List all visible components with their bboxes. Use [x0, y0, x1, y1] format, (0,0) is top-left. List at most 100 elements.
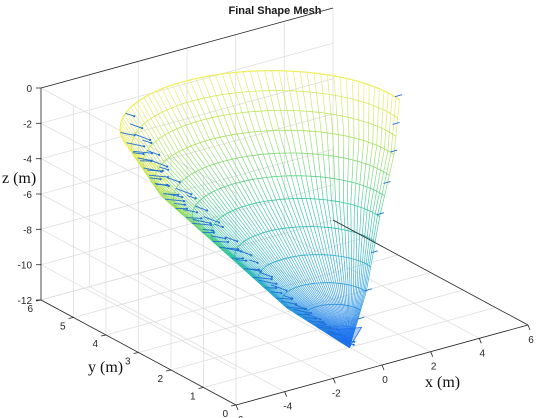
mesh-edge-meridian [301, 212, 307, 227]
normal-vector-head [221, 225, 224, 229]
normal-vector [192, 219, 211, 224]
mesh-edge-meridian [358, 184, 361, 196]
mesh-edge-meridian [264, 267, 276, 280]
mesh-edge-meridian [351, 296, 354, 307]
mesh-edge-meridian [269, 120, 274, 131]
normal-vector-head [224, 237, 227, 240]
mesh-edge-meridian [178, 151, 188, 163]
mesh-edge-meridian [320, 226, 325, 241]
mesh-edge-meridian [284, 274, 295, 289]
mesh-edge-meridian [251, 273, 263, 284]
mesh-edge-meridian [195, 121, 201, 132]
mesh-edge-meridian [192, 217, 203, 227]
mesh-edge-meridian [275, 90, 279, 101]
mesh-edge-meridian [282, 243, 292, 258]
mesh-edge-meridian [220, 217, 232, 231]
mesh-edge-ring [210, 198, 380, 257]
mesh-edge-meridian [375, 168, 378, 180]
mesh-edge-meridian [267, 265, 279, 279]
mesh-edge-meridian [353, 318, 357, 329]
mesh-edge-meridian [192, 189, 202, 200]
normal-vector-head [206, 209, 209, 212]
grid-line-floor-y [170, 289, 464, 371]
mesh-edge-meridian [196, 204, 206, 215]
mesh-edge-meridian [197, 202, 207, 213]
mesh-edge-meridian [297, 286, 307, 298]
mesh-edge-meridian [296, 91, 299, 102]
mesh-edge-meridian [259, 281, 271, 292]
mesh-edge-meridian [304, 255, 311, 270]
mesh-edge-meridian [149, 164, 157, 174]
mesh-edge-meridian [211, 207, 221, 218]
mesh-edge-meridian [282, 90, 286, 101]
mesh-edge-meridian [360, 248, 362, 262]
mesh-edge-meridian [288, 227, 296, 242]
mesh-edge-meridian [260, 233, 270, 248]
mesh-edge-meridian [336, 114, 338, 125]
mesh-edge-meridian [205, 86, 211, 97]
mesh-edge-meridian [368, 211, 371, 225]
grid-line-wall-back-z [40, 42, 334, 124]
mesh-edge-meridian [351, 306, 353, 317]
mesh-edge-meridian [288, 242, 297, 257]
mesh-edge-meridian [337, 304, 341, 316]
mesh-edge-meridian [223, 247, 233, 256]
mesh-edge-meridian [320, 132, 323, 144]
x-tick-mark [332, 378, 336, 384]
mesh-edge-meridian [287, 141, 292, 154]
mesh-edge-meridian [374, 203, 378, 214]
mesh-edge-meridian [340, 256, 344, 271]
mesh-edge-meridian [336, 214, 339, 229]
mesh-edge-meridian [285, 292, 297, 303]
mesh-edge-meridian [284, 100, 288, 111]
grid-layer [40, 7, 529, 406]
mesh-edge-meridian [182, 92, 188, 103]
mesh-edge-meridian [357, 299, 361, 309]
mesh-edge-meridian [231, 184, 239, 196]
mesh-edge-meridian [318, 112, 321, 123]
mesh-edge-meridian [261, 270, 274, 283]
mesh-edge-meridian [281, 228, 290, 243]
mesh-edge-meridian [367, 238, 370, 252]
mesh-edge-meridian [158, 113, 164, 124]
mesh-edge-meridian [252, 155, 258, 167]
mesh-edge-meridian [360, 207, 362, 221]
mesh-edge-meridian [357, 139, 360, 151]
mesh-edge-meridian [329, 315, 337, 327]
mesh-edge-meridian [364, 263, 367, 277]
mesh-edge-meridian [356, 219, 358, 234]
mesh-edge-meridian [326, 188, 328, 201]
z-tick-label: -12 [18, 296, 33, 307]
normal-vector-head [196, 211, 199, 214]
normal-vector-head [352, 343, 355, 346]
mesh-edge-meridian [224, 236, 237, 250]
mesh-edge-meridian [248, 132, 254, 144]
mesh-edge-meridian [291, 227, 299, 242]
mesh-edge-meridian [178, 207, 188, 216]
mesh-edge-meridian [189, 79, 195, 90]
mesh-edge-meridian [334, 178, 336, 190]
mesh-edge-meridian [334, 293, 338, 305]
mesh-edge-meridian [148, 106, 155, 117]
mesh-edge-meridian [227, 198, 236, 210]
mesh-edge-meridian [279, 243, 289, 258]
z-tick-label: -2 [23, 119, 32, 130]
mesh-edge-meridian [305, 269, 313, 284]
mesh-edge-meridian [305, 212, 311, 227]
mesh-edge-meridian [355, 308, 358, 319]
mesh-edge-meridian [169, 143, 176, 154]
normal-vector [246, 268, 261, 272]
normal-vector [151, 160, 168, 168]
mesh-edge-meridian [346, 326, 349, 337]
mesh-edge-meridian [343, 325, 348, 337]
grid-line-floor-y [138, 272, 431, 353]
mesh-edge-meridian [255, 202, 265, 217]
normal-vector-head [149, 138, 152, 142]
mesh-edge-meridian [252, 81, 257, 92]
mesh-edge-meridian [336, 242, 339, 257]
mesh-edge-meridian [246, 239, 258, 253]
mesh-edge-meridian [285, 70, 289, 81]
mesh-edge-meridian [227, 124, 232, 136]
mesh-edge-meridian [341, 96, 343, 107]
mesh-edge-meridian [249, 258, 262, 271]
